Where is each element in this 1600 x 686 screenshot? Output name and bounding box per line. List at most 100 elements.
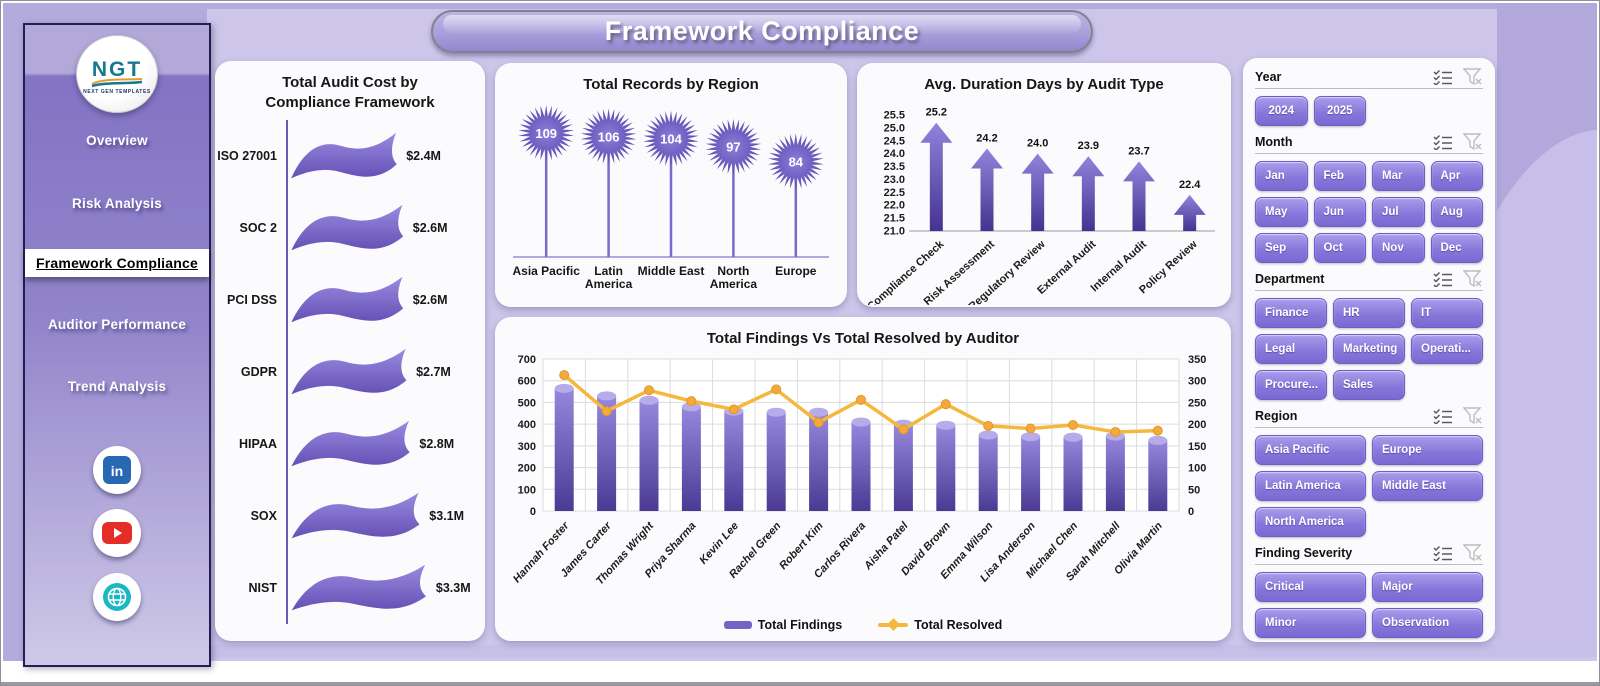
slicer-option-apr[interactable]: Apr (1430, 161, 1483, 191)
svg-text:in: in (111, 463, 123, 479)
slicer-header: Department (1255, 270, 1483, 291)
slicer-option-middle-east[interactable]: Middle East (1372, 471, 1483, 501)
clear-filter-icon[interactable] (1463, 407, 1483, 425)
slicer-option-aug[interactable]: Aug (1430, 197, 1483, 227)
slicer-option-asia-pacific[interactable]: Asia Pacific (1255, 435, 1366, 465)
data-label: 24.2 (976, 133, 997, 145)
duration-chart: 21.021.522.022.523.023.524.024.525.025.5… (865, 107, 1215, 313)
slicer-option-dec[interactable]: Dec (1430, 233, 1483, 263)
bar-cap (851, 417, 871, 427)
slicer-options: Jan Feb Mar Apr May Jun Jul Aug Sep Oct Nov Dec (1255, 161, 1483, 263)
slicer-option-legal[interactable]: Legal (1255, 334, 1327, 364)
select-all-icon[interactable] (1433, 545, 1453, 561)
clear-filter-icon[interactable] (1463, 68, 1483, 86)
slicer-header-icons (1433, 544, 1483, 562)
select-all-icon[interactable] (1433, 69, 1453, 85)
select-all-icon[interactable] (1433, 134, 1453, 150)
sidebar-item-framework-compliance[interactable]: Framework Compliance (25, 249, 209, 277)
slicer-option-2025[interactable]: 2025 (1313, 96, 1366, 126)
slicer-option-procure[interactable]: Procure... (1255, 370, 1327, 400)
sidebar-item-overview[interactable]: Overview (86, 133, 148, 148)
slicer-option-it[interactable]: IT (1411, 298, 1483, 328)
select-all-icon[interactable] (1433, 271, 1453, 287)
right-axis-label: 150 (1188, 441, 1206, 453)
clear-filter-icon[interactable] (1463, 270, 1483, 288)
slicer-option-hr[interactable]: HR (1333, 298, 1405, 328)
sidebar-item-risk-analysis[interactable]: Risk Analysis (72, 196, 162, 211)
y-axis-label: 22.5 (884, 187, 905, 199)
line-marker (1025, 423, 1036, 434)
right-axis-label: 350 (1188, 354, 1206, 366)
slicer-title: Month (1255, 135, 1293, 149)
page-title-text: Framework Compliance (604, 16, 920, 46)
slicer-option-operati[interactable]: Operati... (1411, 334, 1483, 364)
slicer-option-europe[interactable]: Europe (1372, 435, 1483, 465)
slicer-option-may[interactable]: May (1255, 197, 1308, 227)
bar-total-findings (978, 435, 998, 512)
starburst-marker (643, 110, 699, 167)
clear-filter-icon[interactable] (1463, 544, 1483, 562)
logo-subtext: NEXT GEN TEMPLATES (83, 89, 151, 95)
line-marker (983, 421, 994, 432)
flag-shape (291, 420, 410, 466)
bar-total-findings (1148, 440, 1168, 512)
sidebar-item-trend-analysis[interactable]: Trend Analysis (67, 379, 167, 394)
slicer-option-latin-america[interactable]: Latin America (1255, 471, 1366, 501)
bar-cap (681, 402, 701, 412)
website-icon[interactable] (93, 573, 141, 621)
category-label: Latin (594, 264, 623, 278)
bottom-divider (1, 682, 1599, 685)
slicer-option-major[interactable]: Major (1372, 572, 1483, 602)
category-label: GDPR (241, 365, 277, 379)
slicer-options: Critical Major Minor Observation (1255, 572, 1483, 638)
slicer-option-minor[interactable]: Minor (1255, 608, 1366, 638)
slicer-option-north-america[interactable]: North America (1255, 507, 1366, 537)
data-label: 109 (535, 126, 557, 141)
y-axis-label: 23.0 (884, 174, 905, 186)
bar-cap (1148, 436, 1168, 446)
category-label: America (710, 277, 758, 291)
bar-total-findings (1021, 436, 1041, 512)
sidebar: NGT NEXT GEN TEMPLATES Overview Risk Anal… (23, 23, 211, 667)
linkedin-icon[interactable]: in (93, 446, 141, 494)
arrow-bar (1021, 153, 1054, 232)
slicer-option-jun[interactable]: Jun (1313, 197, 1366, 227)
slicer-option-2024[interactable]: 2024 (1255, 96, 1308, 126)
data-label: 23.7 (1128, 146, 1149, 158)
slicer-header-icons (1433, 133, 1483, 151)
flag-shape (291, 204, 404, 250)
slicer-option-sales[interactable]: Sales (1333, 370, 1405, 400)
slicer-option-feb[interactable]: Feb (1313, 161, 1366, 191)
select-all-icon[interactable] (1433, 408, 1453, 424)
clear-filter-icon[interactable] (1463, 133, 1483, 151)
bar-total-findings (1063, 437, 1083, 512)
value-label: $3.3M (436, 581, 471, 595)
category-label: SOX (251, 509, 278, 523)
slicer-option-marketing[interactable]: Marketing (1333, 334, 1405, 364)
youtube-icon[interactable] (93, 509, 141, 557)
bar-total-findings (1105, 436, 1125, 512)
slicer-option-oct[interactable]: Oct (1313, 233, 1366, 263)
starburst-marker (705, 118, 762, 175)
value-label: $2.4M (406, 149, 441, 163)
data-label: 23.9 (1078, 140, 1099, 152)
y-axis-label: 24.5 (884, 136, 905, 148)
card-records-region: Total Records by Region 109 Asia Pacific 1… (495, 63, 847, 307)
y-axis-label: 24.0 (884, 148, 905, 160)
slicer-option-sep[interactable]: Sep (1255, 233, 1308, 263)
bar-cap (978, 430, 998, 440)
slicer-option-mar[interactable]: Mar (1372, 161, 1425, 191)
slicer-option-jan[interactable]: Jan (1255, 161, 1308, 191)
sidebar-item-auditor-performance[interactable]: Auditor Performance (47, 317, 187, 332)
slicer-option-finance[interactable]: Finance (1255, 298, 1327, 328)
slicer-title: Year (1255, 70, 1282, 84)
slicer-option-observation[interactable]: Observation (1372, 608, 1483, 638)
slicer-option-critical[interactable]: Critical (1255, 572, 1366, 602)
slicer-option-jul[interactable]: Jul (1372, 197, 1425, 227)
left-axis-label: 500 (518, 398, 536, 410)
slicer-option-nov[interactable]: Nov (1372, 233, 1425, 263)
bar-total-findings (766, 412, 786, 512)
slicer-title: Region (1255, 409, 1298, 423)
